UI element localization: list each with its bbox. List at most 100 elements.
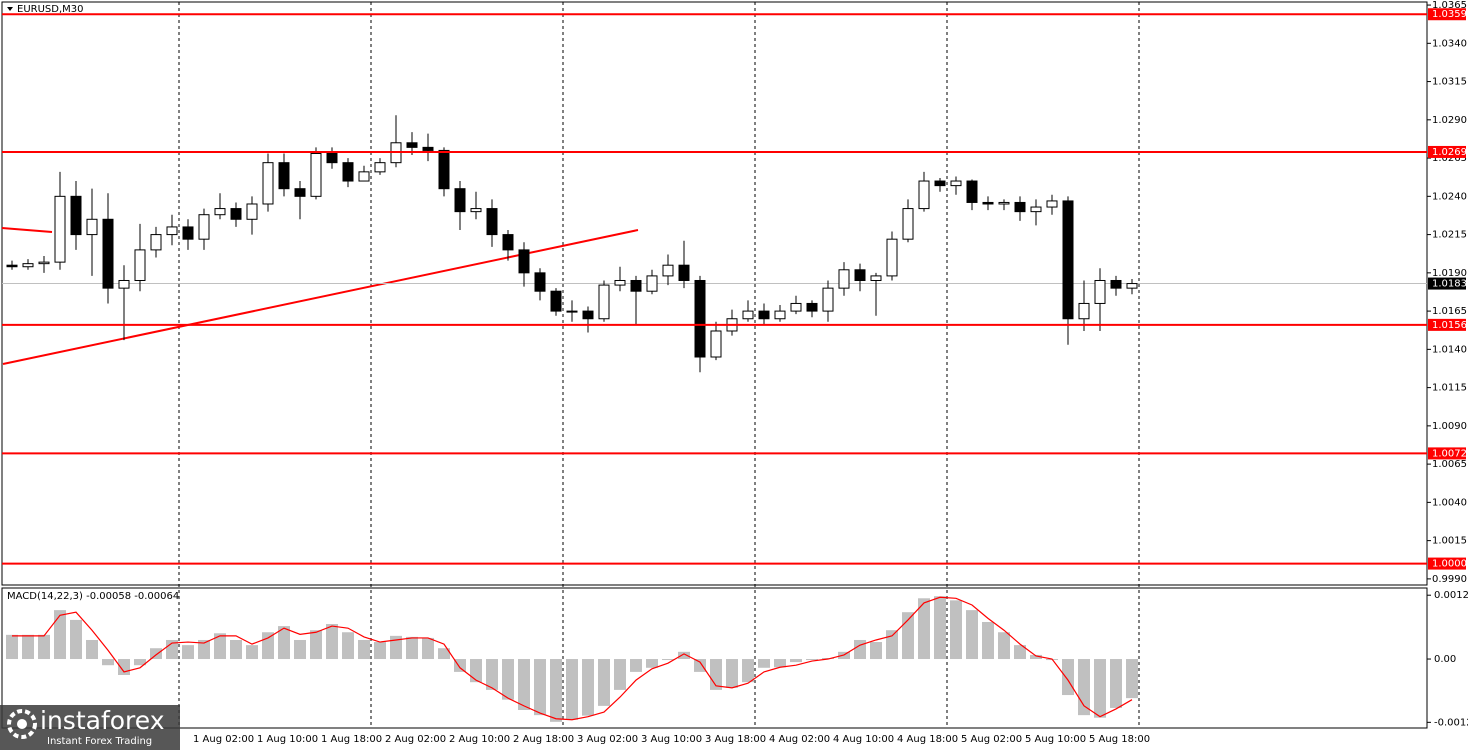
macd-bar <box>998 632 1010 660</box>
macd-bar <box>134 659 146 666</box>
macd-bar <box>630 659 642 672</box>
macd-bar <box>150 648 162 660</box>
candle-body <box>902 208 914 240</box>
candle-body <box>502 234 514 251</box>
candle-body <box>646 275 658 292</box>
candle-body <box>694 279 706 358</box>
x-tick-label: 3 Aug 18:00 <box>705 734 766 745</box>
x-tick-label: 4 Aug 02:00 <box>769 734 830 745</box>
candle-body <box>262 162 274 205</box>
macd-bar <box>102 659 114 666</box>
macd-bar <box>278 626 290 660</box>
macd-title: MACD(14,22,3) -0.00058 -0.00064 <box>7 591 179 602</box>
macd-bar <box>70 619 82 660</box>
y-tick-label: 0.9990 <box>1432 574 1467 585</box>
macd-bar <box>854 639 866 660</box>
candle-body <box>246 203 258 220</box>
macd-bar <box>886 630 898 660</box>
level-label: 1.0269 <box>1432 147 1467 158</box>
candle-body <box>886 238 898 277</box>
macd-bar <box>214 633 226 660</box>
macd-bar <box>902 612 914 660</box>
current-price-label: 1.0183 <box>1432 279 1467 290</box>
candle-body <box>118 279 130 289</box>
candle-body <box>486 208 498 236</box>
candle-body <box>966 180 978 203</box>
y-tick-label: 1.0115 <box>1432 383 1467 394</box>
candle-body <box>454 188 466 213</box>
y-tick-label: 1.0290 <box>1432 115 1467 126</box>
macd-bar <box>1030 654 1042 660</box>
macd-bar <box>22 634 34 660</box>
candle-body <box>374 162 386 173</box>
candle-body <box>166 226 178 236</box>
macd-bar <box>342 632 354 660</box>
level-box <box>1428 557 1466 570</box>
candle-body <box>742 310 754 320</box>
x-tick-label: 5 Aug 18:00 <box>1089 734 1150 745</box>
macd-bar <box>742 659 754 683</box>
menu-arrow[interactable] <box>7 7 13 11</box>
level-box <box>1428 318 1466 331</box>
y-tick-label: 1.0365 <box>1432 0 1467 11</box>
candle-body <box>86 218 98 236</box>
candle-body <box>470 208 482 213</box>
candle-body <box>758 310 770 320</box>
x-tick-label: 3 Aug 10:00 <box>641 734 702 745</box>
current-price-box <box>1428 277 1466 290</box>
candle-body <box>22 263 34 268</box>
candle-body <box>854 269 866 281</box>
candle-body <box>294 188 306 197</box>
macd-bar <box>1014 645 1026 660</box>
y-tick-label: 1.0040 <box>1432 497 1467 508</box>
y-tick-label: 1.0215 <box>1432 230 1467 241</box>
candle-body <box>1126 283 1138 289</box>
macd-bar <box>502 659 514 700</box>
candle-body <box>550 290 562 312</box>
level-box <box>1428 145 1466 158</box>
trend-line <box>2 229 639 365</box>
macd-bar <box>1078 659 1090 716</box>
macd-bar <box>582 659 594 716</box>
x-tick-label: 5 Aug 02:00 <box>961 734 1022 745</box>
macd-bar <box>694 659 706 672</box>
macd-bar <box>918 598 930 660</box>
macd-bar <box>422 637 434 660</box>
level-label: 1.0072 <box>1432 448 1467 459</box>
macd-bar <box>246 645 258 660</box>
macd-bar <box>1110 659 1122 708</box>
level-label: 1.0359 <box>1432 9 1467 20</box>
macd-bar <box>470 659 482 683</box>
level-label: 1.0000 <box>1432 559 1467 570</box>
candle-body <box>406 142 418 148</box>
macd-bar <box>326 624 338 660</box>
candle-body <box>150 234 162 251</box>
candle-body <box>630 279 642 292</box>
candle-body <box>1062 200 1074 320</box>
candle-body <box>1078 302 1090 320</box>
macd-bar <box>374 642 386 660</box>
macd-bar <box>294 639 306 660</box>
x-tick-label: 2 Aug 10:00 <box>449 734 510 745</box>
macd-bar <box>518 659 530 710</box>
macd-bar <box>966 610 978 660</box>
macd-bar <box>870 642 882 660</box>
x-tick-label: 2 Aug 18:00 <box>513 734 574 745</box>
x-tick-label: 1 Aug 02:00 <box>193 734 254 745</box>
macd-bar <box>982 621 994 660</box>
y-tick-label: 1.0265 <box>1432 153 1467 164</box>
signal-line <box>12 596 1133 721</box>
macd-bar <box>86 639 98 660</box>
watermark-icon-core <box>17 719 27 729</box>
macd-bar <box>38 634 50 660</box>
watermark-brand: instaforex <box>40 706 165 735</box>
macd-bar <box>390 635 402 660</box>
macd-bar <box>774 659 786 668</box>
candle-body <box>790 302 802 312</box>
y-tick-label: 1.0165 <box>1432 306 1467 317</box>
macd-bar <box>486 659 498 690</box>
symbol-title: EURUSD,M30 <box>17 4 83 15</box>
candle-body <box>598 284 610 320</box>
macd-bar <box>406 636 418 660</box>
candle-body <box>1110 279 1122 289</box>
